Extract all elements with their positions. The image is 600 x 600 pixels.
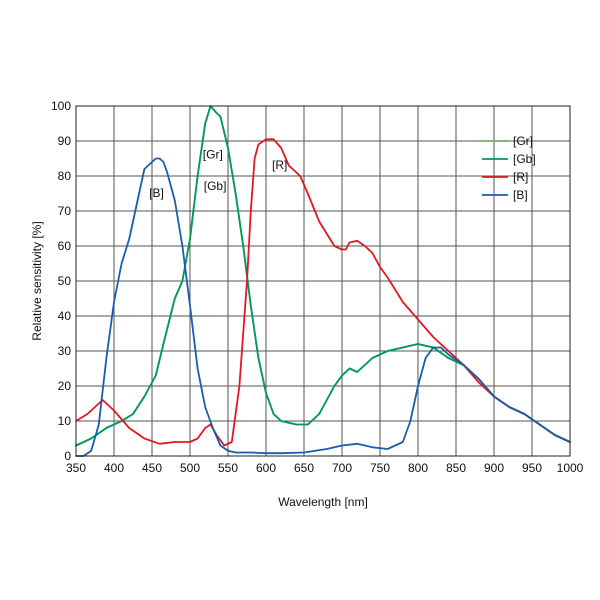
y-tick-label: 60 <box>58 239 72 253</box>
x-axis-title: Wavelength [nm] <box>278 495 368 509</box>
x-tick-label: 1000 <box>557 461 584 475</box>
series-lines <box>75 105 571 457</box>
y-tick-label: 40 <box>58 309 72 323</box>
x-tick-label: 550 <box>218 461 238 475</box>
curve-annotation: [Gb] <box>204 179 227 193</box>
y-tick-label: 80 <box>58 169 72 183</box>
y-tick-label: 10 <box>58 414 72 428</box>
y-tick-label: 100 <box>51 99 71 113</box>
y-tick-label: 90 <box>58 134 72 148</box>
curve-annotations: [B] [Gr] [Gb] [R] <box>149 148 287 201</box>
y-tick-label: 50 <box>58 274 72 288</box>
y-tick-label: 0 <box>64 449 71 463</box>
x-tick-label: 600 <box>256 461 276 475</box>
x-tick-label: 350 <box>66 461 86 475</box>
curve-annotation: [R] <box>272 158 287 172</box>
plot-frame <box>75 105 571 457</box>
series-line-gr <box>75 105 571 447</box>
y-tick-labels: 0 10 20 30 40 50 60 70 80 90 100 <box>51 99 71 463</box>
x-tick-label: 750 <box>370 461 390 475</box>
y-axis-title: Relative sensitivity [%] <box>30 221 44 340</box>
x-tick-label: 850 <box>446 461 466 475</box>
x-tick-label: 900 <box>484 461 504 475</box>
x-tick-label: 650 <box>294 461 314 475</box>
legend-label: [Gb] <box>513 152 536 166</box>
legend-label: [B] <box>513 188 528 202</box>
curve-annotation: [Gr] <box>203 148 223 162</box>
x-tick-label: 800 <box>408 461 428 475</box>
y-tick-label: 30 <box>58 344 72 358</box>
x-tick-labels: 350 400 450 500 550 600 650 700 750 800 850 900 950 1… <box>66 461 584 475</box>
series-line-r <box>75 138 571 447</box>
series-line-gb <box>75 105 571 447</box>
legend-label: [R] <box>513 170 528 184</box>
y-tick-label: 70 <box>58 204 72 218</box>
x-tick-label: 450 <box>142 461 162 475</box>
legend: [Gr] [Gb] [R] [B] <box>482 134 536 202</box>
x-tick-label: 950 <box>522 461 542 475</box>
series-line-b <box>75 157 571 457</box>
x-tick-label: 500 <box>180 461 200 475</box>
x-tick-label: 400 <box>104 461 124 475</box>
legend-label: [Gr] <box>513 134 533 148</box>
curve-annotation: [B] <box>149 186 164 200</box>
x-tick-label: 700 <box>332 461 352 475</box>
y-tick-label: 20 <box>58 379 72 393</box>
